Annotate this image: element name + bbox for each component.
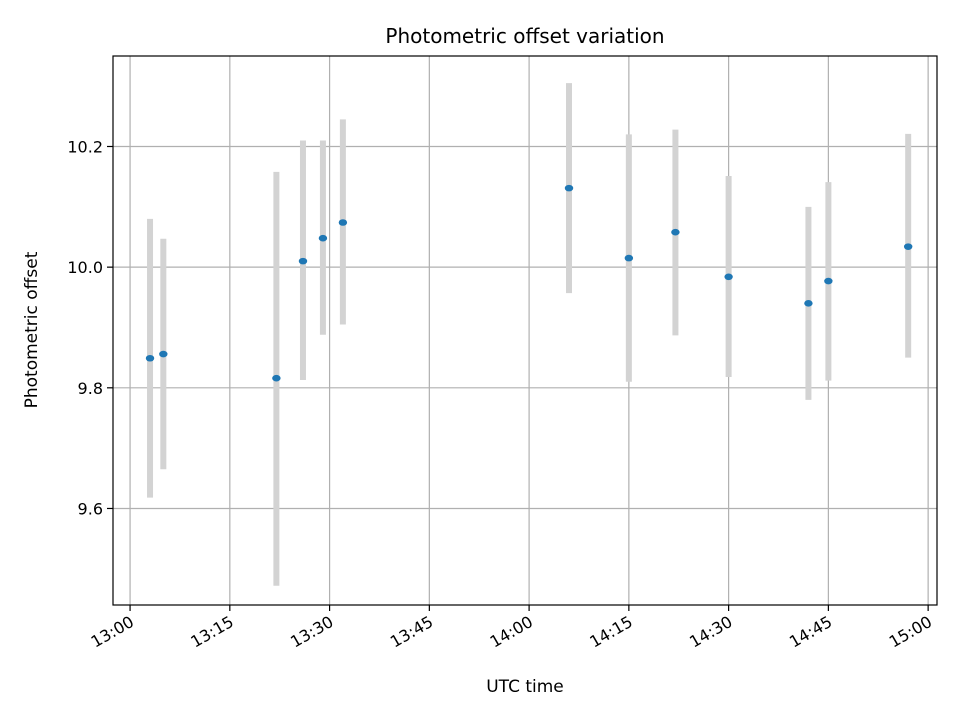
data-point [298, 257, 308, 265]
data-point [145, 354, 155, 362]
y-tick-label: 9.8 [78, 379, 103, 398]
x-tick-label: 15:00 [886, 612, 935, 652]
data-point [724, 273, 733, 281]
y-tick-label: 10.0 [67, 258, 103, 277]
data-point [159, 350, 168, 358]
axis-ticks: 13:00 13:15 13:30 13:45 14:00 14:15 14:30 14:45… [67, 137, 935, 651]
x-tick-label: 14:45 [786, 612, 835, 652]
y-tick-label: 10.2 [67, 137, 103, 156]
data-point [804, 300, 813, 307]
data-point [624, 254, 634, 262]
data-point [318, 234, 328, 242]
x-tick-label: 14:30 [686, 612, 735, 652]
plot-frame [112, 55, 938, 606]
data-point [671, 228, 680, 236]
data-point [338, 219, 348, 226]
data-point [903, 243, 913, 250]
x-tick-label: 13:00 [88, 612, 137, 652]
grid [113, 56, 937, 605]
x-axis-title: UTC time [486, 677, 564, 697]
x-tick-label: 13:15 [187, 612, 236, 652]
data-point [824, 277, 833, 285]
data-points [145, 184, 913, 382]
x-tick-label: 13:45 [387, 612, 436, 652]
chart-title: Photometric offset variation [385, 24, 664, 48]
y-axis-title: Photometric offset [22, 251, 42, 408]
y-tick-label: 9.6 [78, 499, 103, 518]
x-tick-label: 14:15 [586, 612, 635, 652]
x-tick-label: 13:30 [287, 612, 336, 652]
x-tick-label: 14:00 [487, 612, 536, 652]
data-point [564, 184, 574, 192]
data-point [272, 374, 281, 382]
